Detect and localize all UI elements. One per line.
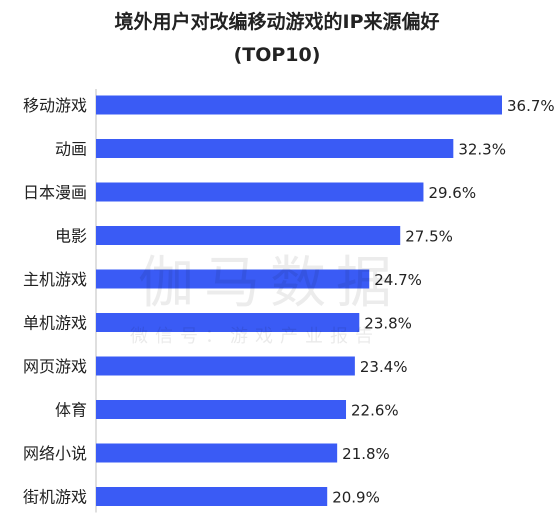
value-label: 29.6% bbox=[428, 184, 476, 202]
watermark-logo-text: 伽马数据 bbox=[138, 251, 402, 316]
value-label: 36.7% bbox=[507, 97, 554, 115]
value-label: 23.8% bbox=[364, 315, 412, 333]
value-label: 23.4% bbox=[360, 358, 408, 376]
bar bbox=[96, 400, 347, 419]
bar bbox=[96, 95, 502, 115]
category-label: 网络小说 bbox=[23, 444, 87, 463]
value-label: 32.3% bbox=[458, 141, 506, 159]
category-label: 电影 bbox=[55, 227, 87, 246]
bar bbox=[96, 487, 328, 506]
category-label: 移动游戏 bbox=[23, 96, 87, 115]
value-label: 24.7% bbox=[374, 271, 422, 289]
bar bbox=[96, 139, 454, 158]
bar bbox=[96, 443, 338, 463]
bar bbox=[96, 313, 360, 332]
value-label: 20.9% bbox=[332, 489, 380, 507]
chart-subtitle: (TOP10) bbox=[233, 44, 321, 66]
bar bbox=[96, 269, 370, 289]
category-label: 动画 bbox=[55, 140, 87, 159]
chart-title: 境外用户对改编移动游戏的IP来源偏好 bbox=[114, 11, 440, 33]
watermark-subtext: 微信号：游戏产业报告 bbox=[130, 326, 380, 347]
value-label: 21.8% bbox=[342, 445, 390, 463]
bar bbox=[96, 182, 424, 202]
category-label: 体育 bbox=[55, 401, 87, 420]
category-label: 主机游戏 bbox=[23, 270, 87, 289]
category-label: 单机游戏 bbox=[23, 314, 87, 333]
bar bbox=[96, 356, 355, 376]
value-label: 22.6% bbox=[351, 402, 399, 420]
category-label: 网页游戏 bbox=[23, 357, 87, 376]
category-label: 街机游戏 bbox=[23, 488, 87, 507]
bar bbox=[96, 226, 401, 245]
value-label: 27.5% bbox=[405, 228, 453, 246]
category-label: 日本漫画 bbox=[23, 183, 87, 202]
